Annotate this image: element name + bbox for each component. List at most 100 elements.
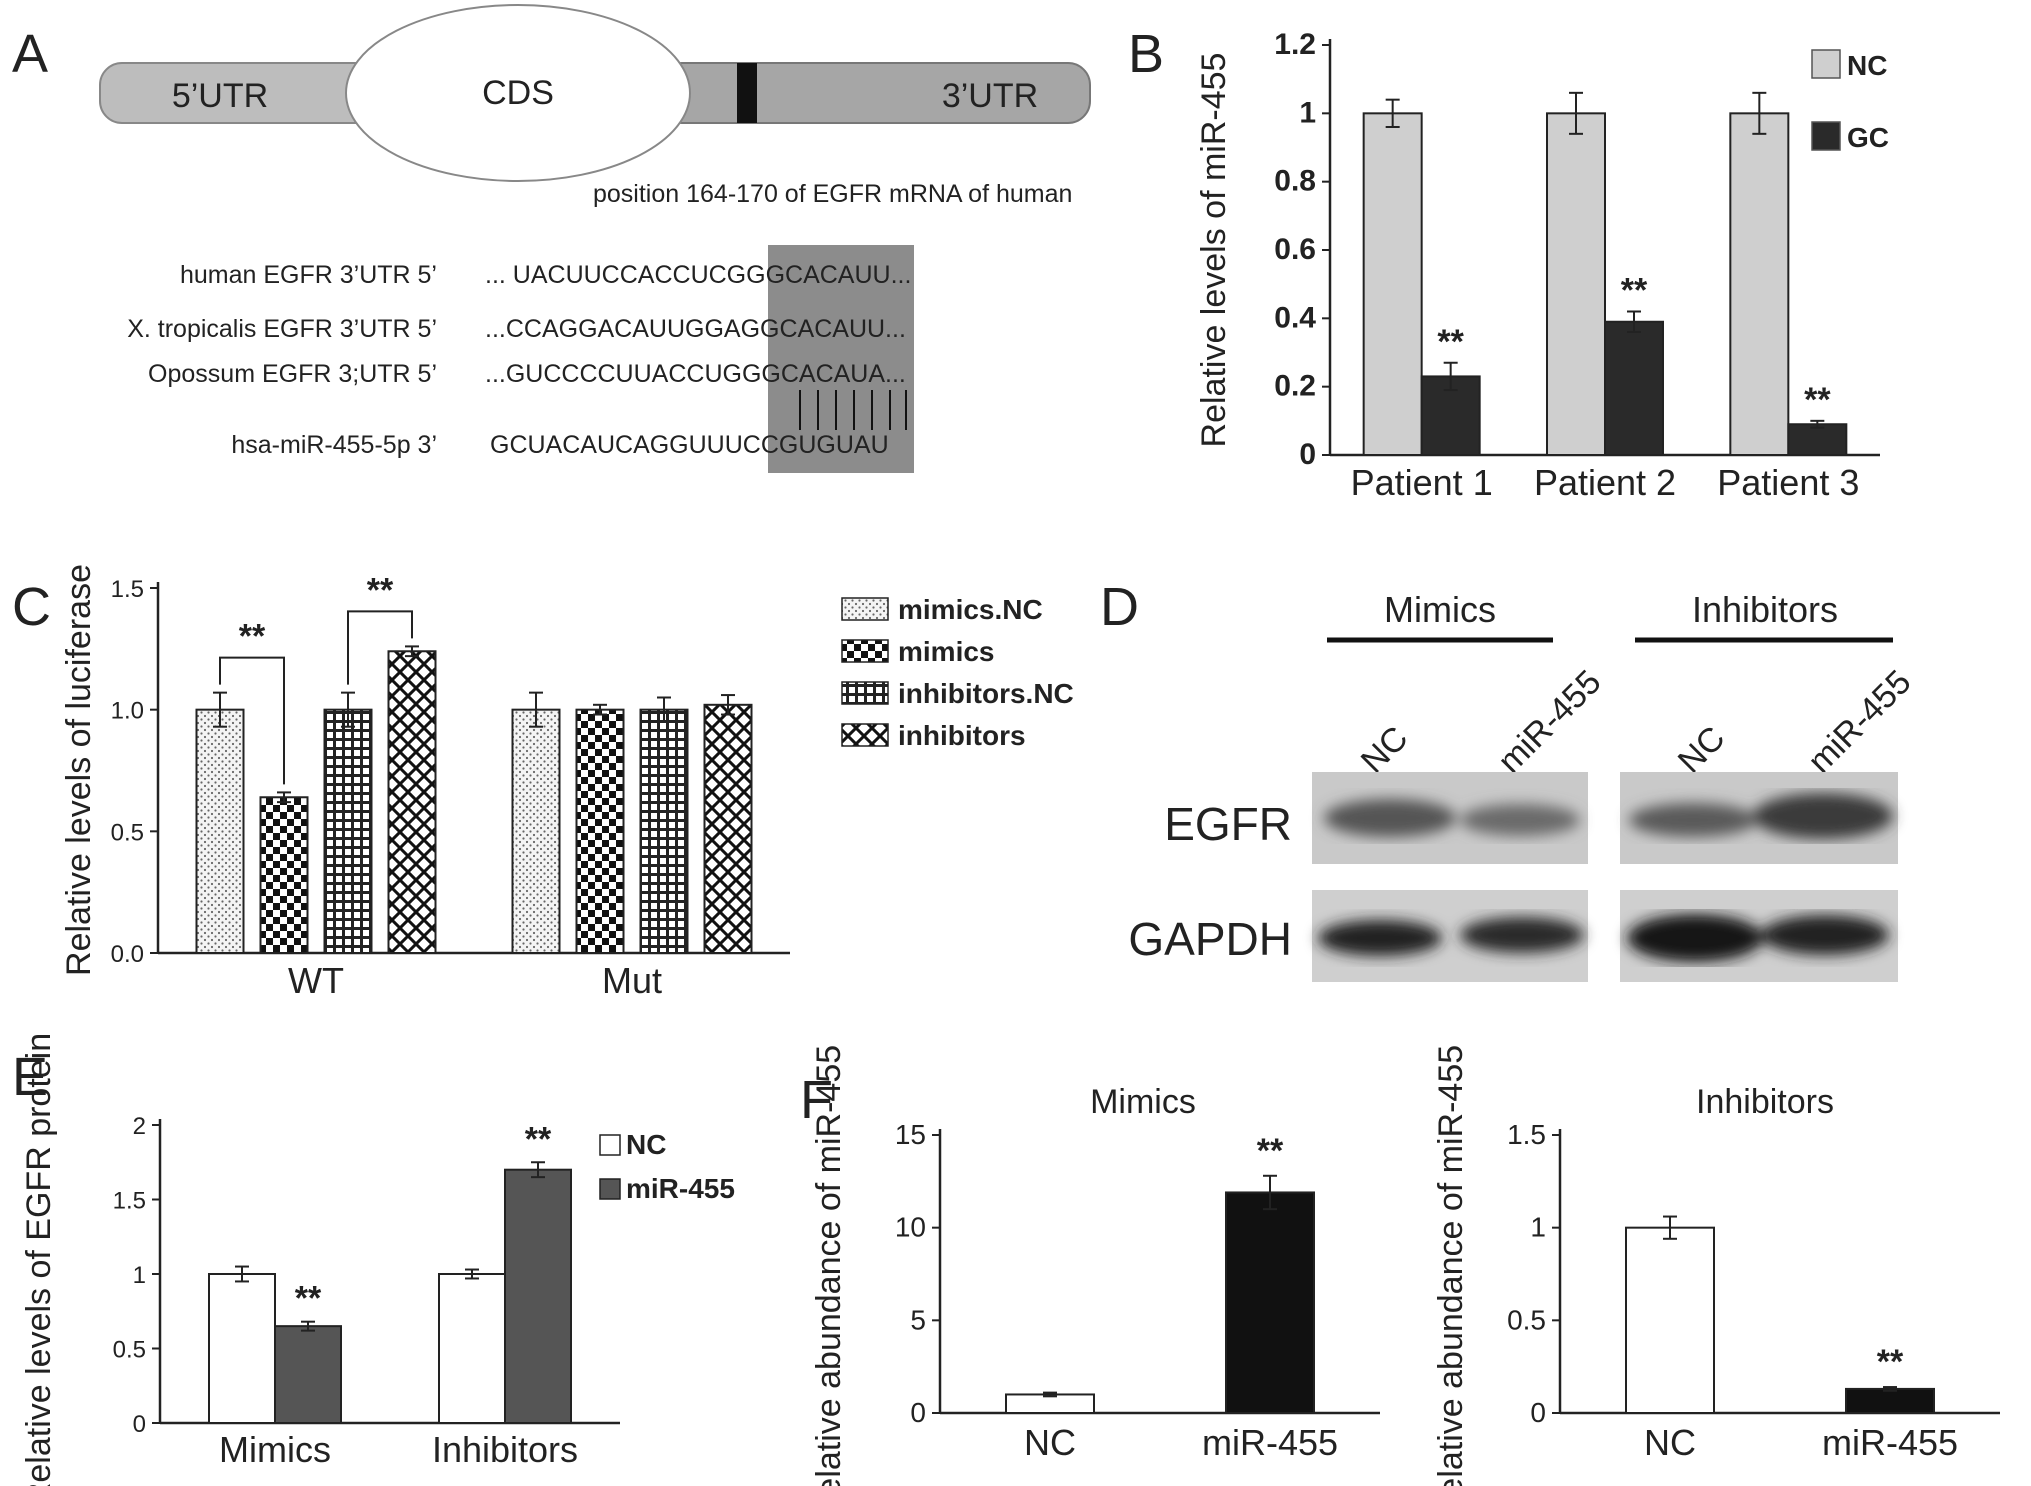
y-tick-label: 1.0 [111,698,144,725]
y-tick-label: 0.4 [1274,301,1316,334]
y-tick-label: 1.5 [113,1188,146,1215]
legend-label: miR-455 [626,1173,735,1204]
legend-swatch [1811,49,1841,79]
panel-a: A 5’UTR CDS 3’UTR position 164-170 of EG… [12,4,1091,473]
utr3-label: 3’UTR [942,77,1038,115]
bar [511,708,561,955]
alignment-seq-human: ... UACUUCCACCUCGGGCACAUU... [485,261,911,289]
legend-label: mimics [898,636,995,667]
x-category-label: NC [1644,1422,1696,1463]
bar [195,708,245,955]
significance-marker: ** [525,1120,552,1158]
legend-swatch [1811,121,1841,151]
y-tick-label: 0 [133,1411,146,1438]
y-tick-label: 1 [133,1262,146,1289]
legend-swatch [841,723,889,747]
alignment-label-mirna: hsa-miR-455-5p 3’ [231,431,437,459]
x-category-label: NC [1024,1422,1076,1463]
cds-label: CDS [482,74,554,112]
y-tick-label: 0.5 [113,1337,146,1364]
y-tick-label: 1 [1530,1212,1546,1243]
bar [1625,1226,1715,1414]
y-tick-label: 0.6 [1274,233,1316,266]
y-tick-label: 0 [1299,438,1316,471]
y-axis-title: Relative abundance of miR-455 [810,1045,848,1486]
panel-letter-b: B [1128,24,1164,84]
x-category-label: Inhibitors [432,1429,578,1470]
bar [504,1168,572,1424]
legend-label: NC [626,1129,666,1160]
y-tick-label: 0 [1530,1397,1546,1428]
bar [208,1273,276,1424]
legend-label: inhibitors.NC [898,678,1074,709]
legend-swatch [599,1178,621,1200]
y-tick-label: 1.5 [111,576,144,603]
seed-highlight [768,245,914,473]
chart-f-inhibitors: 0 0.5 1 1.5 Relative abundance of miR-455 Inh… [1432,1045,2000,1486]
x-category-label: Mimics [219,1429,331,1470]
bar [259,796,309,954]
y-tick-label: 0.5 [1507,1304,1546,1335]
bar [1787,423,1848,456]
x-category-label: Mut [602,960,662,1001]
lane-label-mimics-nc: NC [1354,719,1416,781]
bar [1604,320,1664,456]
alignment-seq-xtropicalis: ...CCAGGACAUUGGAGGCACAUU... [485,315,906,343]
y-tick-label: 1.2 [1274,28,1316,61]
panel-letter-a: A [12,24,48,84]
significance-bracket [219,656,285,785]
significance-marker: ** [1437,323,1464,361]
x-category-label: Patient 2 [1534,462,1676,503]
x-category-label: miR-455 [1202,1422,1338,1463]
bar [323,708,373,955]
legend-swatch [841,597,889,621]
alignment-label-opossum: Opossum EGFR 3;UTR 5’ [148,360,437,388]
panel-letter-c: C [12,577,51,637]
panel-letter-f: F [800,1070,833,1130]
y-tick-label: 0.8 [1274,165,1316,198]
significance-bracket [347,610,413,685]
band-gapdh-3 [1627,914,1763,962]
chart-b: 0 0.2 0.4 0.6 0.8 1 1.2 Relative levels of miR-… [1195,28,1889,503]
panel-letter-d: D [1100,577,1139,637]
band-gapdh-2 [1460,917,1584,953]
base-pair-lines [799,390,907,430]
group-label-mimics: Mimics [1384,589,1496,630]
y-axis-title: Relative levels of miR-455 [1195,53,1233,448]
alignment-label-xtropicalis: X. tropicalis EGFR 3’UTR 5’ [127,315,437,343]
legend-label: mimics.NC [898,594,1043,625]
significance-marker: ** [1877,1343,1904,1381]
y-tick-label: 15 [895,1119,926,1150]
y-axis-title: Relative abundance of miR-455 [1432,1045,1470,1486]
band-gapdh-4 [1761,915,1889,955]
bar [639,708,689,955]
position-note: position 164-170 of EGFR mRNA of human [593,180,1072,208]
chart-c: 0.0 0.5 1.0 1.5 Relative levels of luciferas… [60,564,1074,1001]
bar [703,703,753,954]
blot-egfr [1312,772,1898,864]
legend-label: GC [1847,122,1889,153]
bar [1362,112,1423,456]
chart-title: Inhibitors [1696,1083,1834,1121]
legend-swatch [599,1134,621,1156]
significance-marker: ** [1804,381,1831,419]
x-category-label: WT [288,960,344,1001]
chart-f-mimics: 0 5 10 15 Relative abundance of miR-455 Mimic… [810,1045,1380,1486]
significance-marker: ** [295,1280,322,1318]
panel-c: C 0.0 0.5 1.0 1.5 Relative levels of lucifer… [12,564,1074,1001]
x-category-label: Patient 3 [1717,462,1859,503]
bar [575,708,625,955]
x-category-label: Patient 1 [1351,462,1493,503]
y-axis-title: Relative levels of luciferase [60,564,98,976]
panel-d: D Mimics Inhibitors NC miR-455 NC miR-45… [1100,577,1919,982]
row-label-egfr: EGFR [1164,798,1292,850]
lane-label-mimics-mir455: miR-455 [1491,663,1609,781]
band-egfr-3 [1629,803,1757,837]
chart-e: 0 0.5 1 1.5 2 Relative levels of EGFR protein… [20,1033,735,1486]
legend-label: inhibitors [898,720,1026,751]
legend-swatch [841,681,889,705]
bar [387,650,437,954]
significance-marker: ** [367,571,394,609]
alignment-seq-opossum: ...GUCCCCUUACCUGGGCACAUA... [485,360,906,388]
